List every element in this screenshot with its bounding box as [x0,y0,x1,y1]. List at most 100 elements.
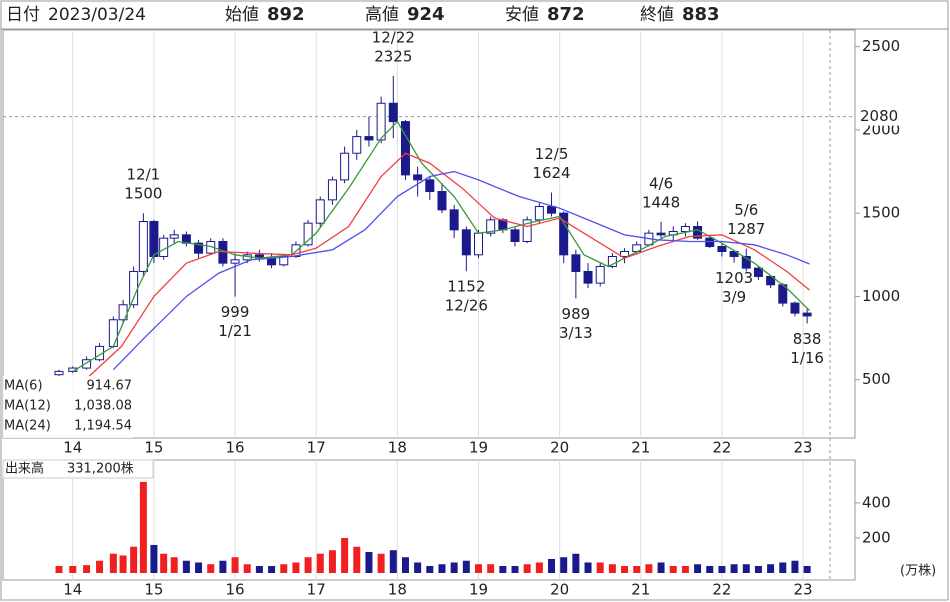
header-label: 始値 [225,5,259,25]
candle-body [388,102,398,123]
header-value: 872 [547,4,585,25]
candle-body [473,232,483,256]
annotation-price: 989 [562,305,591,323]
volume-bar [694,564,702,573]
candle-body [437,191,447,211]
y-tick-label: 200 [862,528,891,546]
candle-body [149,221,159,257]
y-tick-label: 500 [862,370,891,388]
candle-body [194,242,204,254]
volume-bar [377,553,385,573]
candle-body [352,136,362,154]
candle-body [449,209,459,231]
volume-bar [341,537,349,573]
header-label: 高値 [365,5,399,25]
ma-legend-name: MA(24) [4,419,51,434]
volume-bar [450,562,458,573]
candle-body [534,206,544,221]
x-tick-label: 18 [388,581,407,599]
volume-bar [207,564,215,573]
candle-body [279,255,289,266]
header-value: 892 [267,4,305,25]
x-tick-label: 16 [226,581,245,599]
header-value: 883 [682,4,720,25]
volume-bar [292,562,300,573]
candle-body [82,359,92,369]
candle-body [364,136,374,141]
volume-title: 出来高 [5,461,44,477]
volume-bar [621,565,629,573]
volume-bar [304,557,312,573]
candle-body [510,229,520,242]
annotation-price: 838 [793,330,822,348]
candle-body [680,226,690,233]
candle-body [753,267,763,277]
volume-bar [548,558,556,573]
volume-bar [730,564,738,573]
price-panel [2,29,856,439]
volume-bar [353,546,361,573]
volume-bar [255,565,263,573]
header-label: 安値 [505,5,539,25]
x-tick-label: 17 [307,581,326,599]
volume-bar [195,562,203,573]
volume-bar [219,560,227,573]
volume-bar [754,565,762,573]
volume-bar [779,562,787,573]
annotation-date: 12/5 [535,145,569,163]
annotation-price: 1500 [124,185,162,203]
moving-average-line [72,120,811,372]
volume-bar [160,553,168,573]
volume-bar [182,560,190,573]
volume-bar [633,565,641,573]
volume-bar [572,553,580,573]
candle-body [486,219,496,234]
candle-body [108,319,118,347]
volume-unit: (万株) [900,564,936,579]
annotation-date: 3/9 [722,288,746,306]
volume-bar [535,562,543,573]
candle-body [559,212,569,256]
annotation-date: 1/16 [790,349,824,367]
candle-body [54,370,64,376]
candle-body [607,255,617,267]
x-tick-label: 16 [226,439,245,457]
volume-bar [487,564,495,573]
candle-body [656,232,666,236]
ma-legend-value: 1,194.54 [74,419,132,434]
volume-bar [474,564,482,573]
candle-body [802,312,812,317]
volume-bar [119,555,127,573]
ma-legend-name: MA(12) [4,399,51,414]
volume-panel [2,459,856,581]
y-tick-label: 1000 [862,287,900,305]
volume-latest: 331,200株 [67,462,134,477]
annotation-price: 1152 [447,278,485,296]
volume-bar [316,553,324,573]
ma-legend-name: MA(6) [4,379,43,394]
annotation-date: 3/13 [559,324,593,342]
date-value: 2023/03/24 [48,5,146,25]
volume-bar [280,564,288,573]
y-tick-label: 1500 [862,204,900,222]
candle-body [620,250,630,257]
volume-label-bg [2,459,154,479]
header-label: 終値 [640,5,674,25]
volume-bar [139,481,147,573]
candle-body [547,206,557,214]
x-tick-label: 20 [550,439,569,457]
volume-bar [608,564,616,573]
volume-bar [681,565,689,573]
volume-bar [401,557,409,573]
x-tick-label: 19 [469,581,488,599]
ma-legend-bg [3,376,133,438]
volume-bar [584,562,592,573]
annotation-price: 2325 [374,47,412,65]
candle-body [169,234,179,239]
volume-bar [389,550,397,573]
volume-bar [109,553,117,573]
annotation-date: 5/6 [734,201,758,219]
volume-bar [328,550,336,573]
candle-body [129,270,139,306]
candle-body [376,102,386,141]
